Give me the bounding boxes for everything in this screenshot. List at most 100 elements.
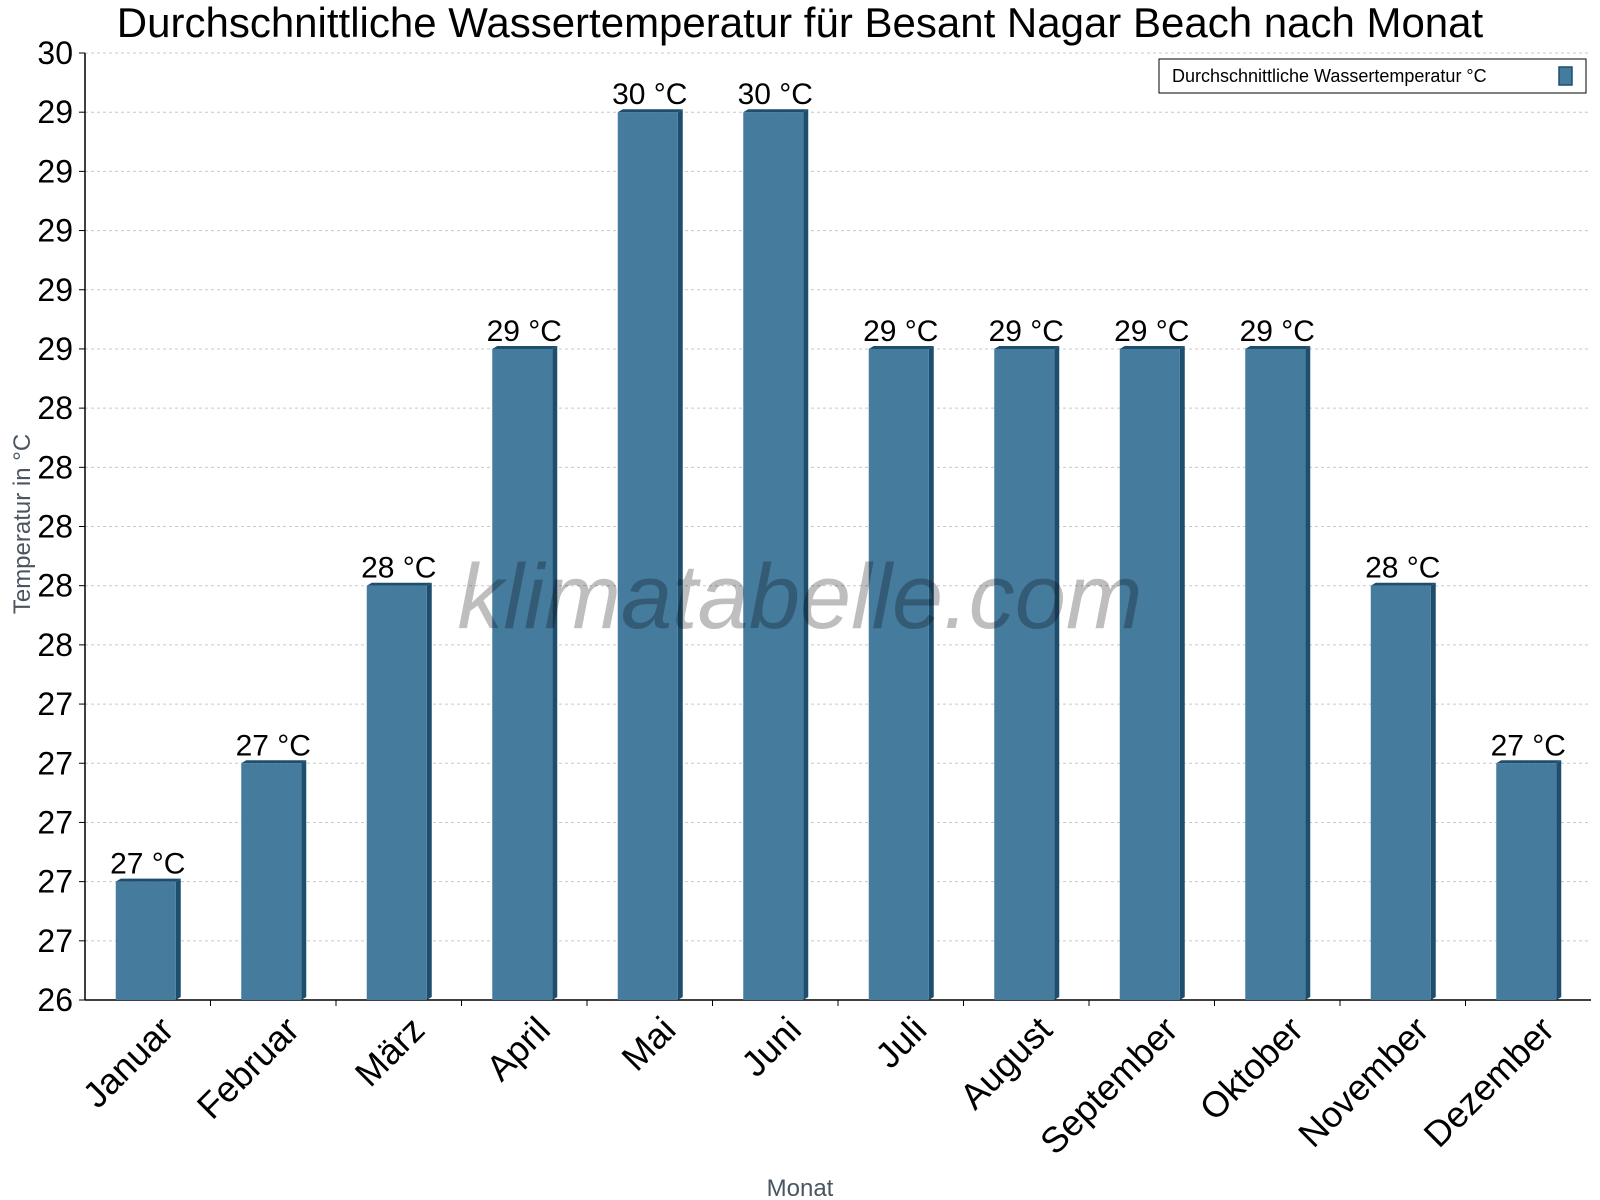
bar-top (1370, 582, 1436, 586)
bar-top (617, 109, 683, 113)
data-label: 30 °C (612, 78, 687, 111)
bar-side (301, 760, 307, 1000)
bar-face (1496, 763, 1557, 1000)
x-tick-labels: Januar Februar März April Mai Juni Juli AugustS… (75, 1009, 1562, 1163)
bar-face (1370, 585, 1431, 1000)
x-tick-label: Mai (613, 1009, 683, 1079)
data-label: 30 °C (738, 78, 813, 111)
bar-top (1245, 345, 1311, 349)
x-tick-label: März (347, 1009, 433, 1095)
bar-top (743, 109, 809, 113)
x-tick-label: Oktober (1191, 1009, 1311, 1129)
bar (241, 760, 307, 1000)
bar (868, 345, 934, 1000)
bar-top (366, 582, 432, 586)
bar-face (492, 348, 553, 1000)
bar (617, 109, 683, 1000)
bar-side (928, 345, 934, 1000)
data-label: 28 °C (361, 552, 436, 585)
y-tick-label: 30 (37, 35, 73, 71)
y-tick-label: 26 (37, 982, 73, 1018)
y-tick-label: 28 (37, 627, 73, 663)
legend-box (1158, 58, 1587, 94)
bar (1370, 582, 1436, 1000)
y-tick-label: 28 (37, 390, 73, 426)
data-label: 29 °C (989, 315, 1064, 348)
x-tick-label: November (1290, 1009, 1436, 1155)
bar-top (994, 345, 1060, 349)
data-labels: 27 °C 27 °C 28 °C 29 °C 30 °C 30 °C 29 °C 29 °C… (110, 78, 1566, 880)
bar-side (1054, 345, 1060, 1000)
data-label: 29 °C (863, 315, 938, 348)
y-tick-label: 28 (37, 568, 73, 604)
y-tick-label: 29 (37, 213, 73, 249)
y-tick-label: 27 (37, 686, 73, 722)
bar-face (115, 881, 176, 1000)
chart-title: Durchschnittliche Wassertemperatur für B… (117, 0, 1484, 46)
legend: Durchschnittliche Wassertemperatur °C (1158, 58, 1587, 94)
y-tick-label: 27 (37, 923, 73, 959)
bar-top (115, 878, 181, 882)
bar-side (1305, 345, 1311, 1000)
x-tick-label: April (478, 1009, 558, 1089)
x-tick-label: Februar (189, 1009, 307, 1127)
bar-side (426, 582, 432, 1000)
grid-lines (85, 52, 1591, 942)
y-tick-label: 29 (37, 331, 73, 367)
bar (492, 345, 558, 1000)
x-axis-label: Monat (767, 1175, 834, 1200)
x-tick-label: September (1032, 1009, 1186, 1163)
data-label: 29 °C (487, 315, 562, 348)
data-label: 28 °C (1365, 552, 1440, 585)
x-tick-label: August (952, 1009, 1060, 1117)
bar-side (803, 109, 809, 1000)
data-label: 27 °C (236, 729, 311, 762)
x-tick-label: Juni (733, 1009, 809, 1085)
bar-side (552, 345, 558, 1000)
bar (1496, 760, 1562, 1000)
bar-face (994, 348, 1055, 1000)
bar-top (1496, 760, 1562, 764)
legend-swatch (1558, 66, 1573, 86)
bar-side (677, 109, 683, 1000)
y-tick-label: 28 (37, 449, 73, 485)
bar-top (1119, 345, 1185, 349)
bar-top (868, 345, 934, 349)
bar-side (1556, 760, 1562, 1000)
bar-top (492, 345, 558, 349)
data-label: 27 °C (1491, 729, 1566, 762)
data-label: 27 °C (110, 848, 185, 881)
bar (743, 109, 809, 1000)
bars (115, 109, 1562, 1000)
watermark: klimatabelle.com (457, 546, 1142, 648)
bar-face (1245, 348, 1306, 1000)
y-tick-label: 28 (37, 509, 73, 545)
y-tick-label: 27 (37, 864, 73, 900)
bar-face (366, 585, 427, 1000)
bar (366, 582, 432, 1000)
x-tick-label: Januar (75, 1009, 182, 1116)
bar-face (743, 112, 804, 1000)
data-label: 29 °C (1114, 315, 1189, 348)
x-tick-label: Dezember (1415, 1009, 1561, 1155)
bar-face (617, 112, 678, 1000)
bar (1245, 345, 1311, 1000)
bar-top (241, 760, 307, 764)
bar-side (1179, 345, 1185, 1000)
y-tick-labels: 26 27 27 27 27 27 28 28 28 28 28 29 29 29 29 29 30 (37, 35, 73, 1018)
y-tick-label: 29 (37, 153, 73, 189)
bar-side (1430, 582, 1436, 1000)
data-label: 29 °C (1240, 315, 1315, 348)
y-tick-label: 27 (37, 804, 73, 840)
bar (994, 345, 1060, 1000)
x-tick-label: Juli (867, 1009, 934, 1076)
axes (79, 52, 1591, 1006)
bar (115, 878, 181, 1000)
y-axis-label: Temperatur in °C (9, 434, 36, 614)
bar-side (175, 878, 181, 1000)
y-tick-label: 27 (37, 745, 73, 781)
bar-face (241, 763, 302, 1000)
bar-face (868, 348, 929, 1000)
y-tick-label: 29 (37, 272, 73, 308)
